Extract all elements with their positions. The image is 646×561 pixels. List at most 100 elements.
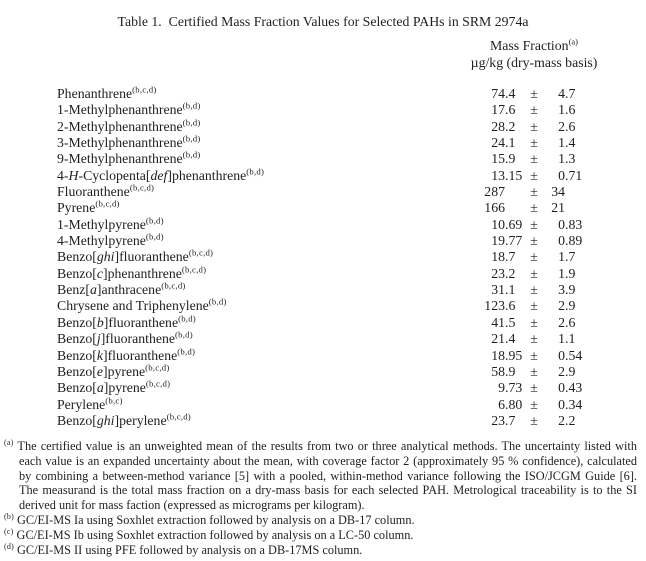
mass-fraction-value-frac: .2 bbox=[505, 118, 516, 134]
compound-name-italic-part: c bbox=[96, 265, 103, 281]
table-row: Benz[a]anthracene(b,c,d) 31.1 ±3.9 bbox=[0, 281, 646, 298]
uncertainty-value-int: 4 bbox=[558, 86, 565, 101]
compound-name-part: ]fluoranthene bbox=[100, 331, 176, 347]
compound-footnote-ref: (b,d) bbox=[182, 133, 201, 144]
column-header-mass-fraction: Mass Fraction(a) bbox=[449, 37, 619, 55]
compound-name-part: ]fluoranthene bbox=[114, 249, 189, 265]
mass-fraction-value-int: 23 bbox=[491, 265, 505, 281]
compound-name-part: 2-Methylphenanthrene bbox=[57, 118, 183, 134]
compound-name-part: Benzo[ bbox=[57, 314, 97, 330]
compound-name-part: ]fluoranthene bbox=[103, 314, 179, 330]
data-table: Phenanthrene(b,c,d) 74.4 ±4.7 1-Methylphena… bbox=[0, 85, 646, 429]
mass-fraction-value-int: 21 bbox=[491, 331, 505, 347]
uncertainty-value-frac: .34 bbox=[565, 396, 583, 412]
mass-fraction-value-int: 28 bbox=[491, 118, 505, 134]
uncertainty-value-frac: .89 bbox=[565, 233, 583, 249]
mass-fraction-value-frac bbox=[505, 184, 521, 200]
mass-fraction-value-frac bbox=[505, 200, 521, 216]
uncertainty-value-frac: .1 bbox=[565, 331, 576, 347]
uncertainty-value-int: 2 bbox=[558, 314, 565, 330]
table-row: 4-Methylpyrene(b,d) 19.77 ±0.89 bbox=[0, 232, 646, 249]
compound-name-part: Phenanthrene bbox=[57, 86, 133, 101]
uncertainty-value-frac: .7 bbox=[565, 249, 576, 265]
uncertainty-value-frac: .6 bbox=[565, 118, 576, 134]
uncertainty-value-int: 3 bbox=[558, 282, 565, 298]
mass-fraction-value-int: 18 bbox=[491, 347, 505, 363]
table-row: 1-Methylpyrene(b,d) 10.69 ±0.83 bbox=[0, 216, 646, 233]
compound-name-part: ]fluoranthene bbox=[102, 347, 178, 363]
mass-fraction-value-frac: .77 bbox=[505, 233, 523, 249]
plus-minus-sign: ± bbox=[530, 233, 538, 249]
compound-footnote-ref: (b,c,d) bbox=[188, 247, 214, 258]
compound-name: Phenanthrene(b,c,d) bbox=[57, 85, 445, 102]
mass-fraction-value-int: 15 bbox=[491, 151, 505, 167]
compound-footnote-ref: (b,d) bbox=[182, 100, 201, 111]
uncertainty-value-int: 1 bbox=[558, 265, 565, 281]
footnotes: (a) The certified value is an unweighted… bbox=[4, 439, 637, 558]
uncertainty-value-int: 2 bbox=[558, 298, 565, 314]
compound-name: 2-Methylphenanthrene(b,d) bbox=[57, 118, 445, 135]
mass-fraction-value-int: 31 bbox=[491, 282, 505, 298]
compound-name-italic-part: def bbox=[150, 167, 168, 183]
mass-fraction-value-int: 123 bbox=[484, 298, 505, 314]
column-header-label: Mass Fraction bbox=[490, 38, 569, 53]
compound-name: Benz[a]anthracene(b,c,d) bbox=[57, 281, 445, 298]
compound-footnote-ref: (b,d) bbox=[246, 166, 265, 177]
compound-name-part: Benzo[ bbox=[57, 347, 97, 363]
plus-minus-sign: ± bbox=[530, 331, 538, 347]
footnote: (d) GC/EI-MS II using PFE followed by an… bbox=[4, 541, 637, 558]
compound-name: Benzo[e]pyrene(b,c,d) bbox=[57, 363, 445, 380]
compound-name-part: ]phenanthrene bbox=[102, 265, 182, 281]
compound-footnote-ref: (b,c,d) bbox=[181, 264, 207, 275]
table-row: Benzo[ghi]perylene(b,c,d) 23.7 ±2.2 bbox=[0, 412, 646, 429]
table-row: Benzo[c]phenanthrene(b,c,d) 23.2 ±1.9 bbox=[0, 264, 646, 282]
compound-name-part: Benzo[ bbox=[57, 363, 97, 379]
mass-fraction-value-int: 166 bbox=[484, 200, 505, 216]
table-row: Benzo[a]pyrene(b,c,d) 9.73 ±0.43 bbox=[0, 379, 646, 396]
uncertainty-value-frac: .43 bbox=[565, 380, 583, 396]
mass-fraction-value-frac: .1 bbox=[505, 135, 516, 151]
mass-fraction-value-int: 10 bbox=[491, 216, 505, 232]
compound-footnote-ref: (b,c,d) bbox=[129, 182, 155, 193]
compound-footnote-ref: (b,d) bbox=[178, 313, 196, 324]
plus-minus-sign: ± bbox=[530, 282, 538, 298]
uncertainty-value-int: 0 bbox=[558, 347, 565, 363]
footnote-marker: (d) bbox=[4, 541, 14, 551]
plus-minus-sign: ± bbox=[530, 135, 538, 151]
plus-minus-sign: ± bbox=[530, 298, 538, 314]
plus-minus-sign: ± bbox=[530, 151, 538, 167]
uncertainty-value-int: 1 bbox=[558, 102, 565, 118]
table-row: 1-Methylphenanthrene(b,d) 17.6 ±1.6 bbox=[0, 100, 646, 118]
compound-name-part: 4-Methylpyrene bbox=[57, 233, 146, 249]
compound-name-part: -Cyclopenta[ bbox=[78, 167, 151, 183]
mass-fraction-value-int: 41 bbox=[491, 314, 505, 330]
table-row: Benzo[e]pyrene(b,c,d) 58.9 ±2.9 bbox=[0, 363, 646, 380]
compound-name-part: Fluoranthene bbox=[57, 184, 130, 200]
uncertainty-value-int: 1 bbox=[558, 135, 565, 151]
mass-fraction-value-frac: .69 bbox=[505, 216, 523, 232]
plus-minus-sign: ± bbox=[530, 184, 538, 200]
mass-fraction-value-frac: .80 bbox=[505, 396, 523, 412]
mass-fraction-value-frac: .4 bbox=[505, 86, 516, 101]
compound-name-part: Benz[ bbox=[57, 282, 90, 298]
compound-name: Benzo[a]pyrene(b,c,d) bbox=[57, 379, 445, 396]
compound-name-part: Chrysene and Triphenylene bbox=[57, 298, 209, 314]
compound-name-part: Benzo[ bbox=[57, 380, 97, 396]
compound-name-italic-part: b bbox=[96, 314, 104, 330]
table-row: Phenanthrene(b,c,d) 74.4 ±4.7 bbox=[0, 85, 646, 102]
uncertainty-value-int: 2 bbox=[558, 118, 565, 134]
compound-name: Benzo[k]fluoranthene(b,d) bbox=[57, 347, 445, 364]
column-header: Mass Fraction(a) µg/kg (dry-mass basis) bbox=[449, 37, 619, 71]
uncertainty-value-frac: .83 bbox=[565, 216, 583, 232]
footnote-marker: (a) bbox=[4, 438, 14, 448]
footnote-text: GC/EI-MS Ib using Soxhlet extraction fol… bbox=[13, 527, 414, 542]
footnote-text: GC/EI-MS Ia using Soxhlet extraction fol… bbox=[13, 512, 415, 527]
uncertainty-value-frac: .54 bbox=[565, 347, 583, 363]
table-row: 2-Methylphenanthrene(b,d) 28.2 ±2.6 bbox=[0, 118, 646, 135]
uncertainty-value-int: 34 bbox=[551, 184, 565, 200]
compound-name: 1-Methylphenanthrene(b,d) bbox=[57, 100, 445, 118]
mass-fraction-value-int: 23 bbox=[491, 412, 505, 428]
mass-fraction-value-int: 24 bbox=[491, 135, 505, 151]
compound-footnote-ref: (b,d) bbox=[182, 149, 201, 160]
